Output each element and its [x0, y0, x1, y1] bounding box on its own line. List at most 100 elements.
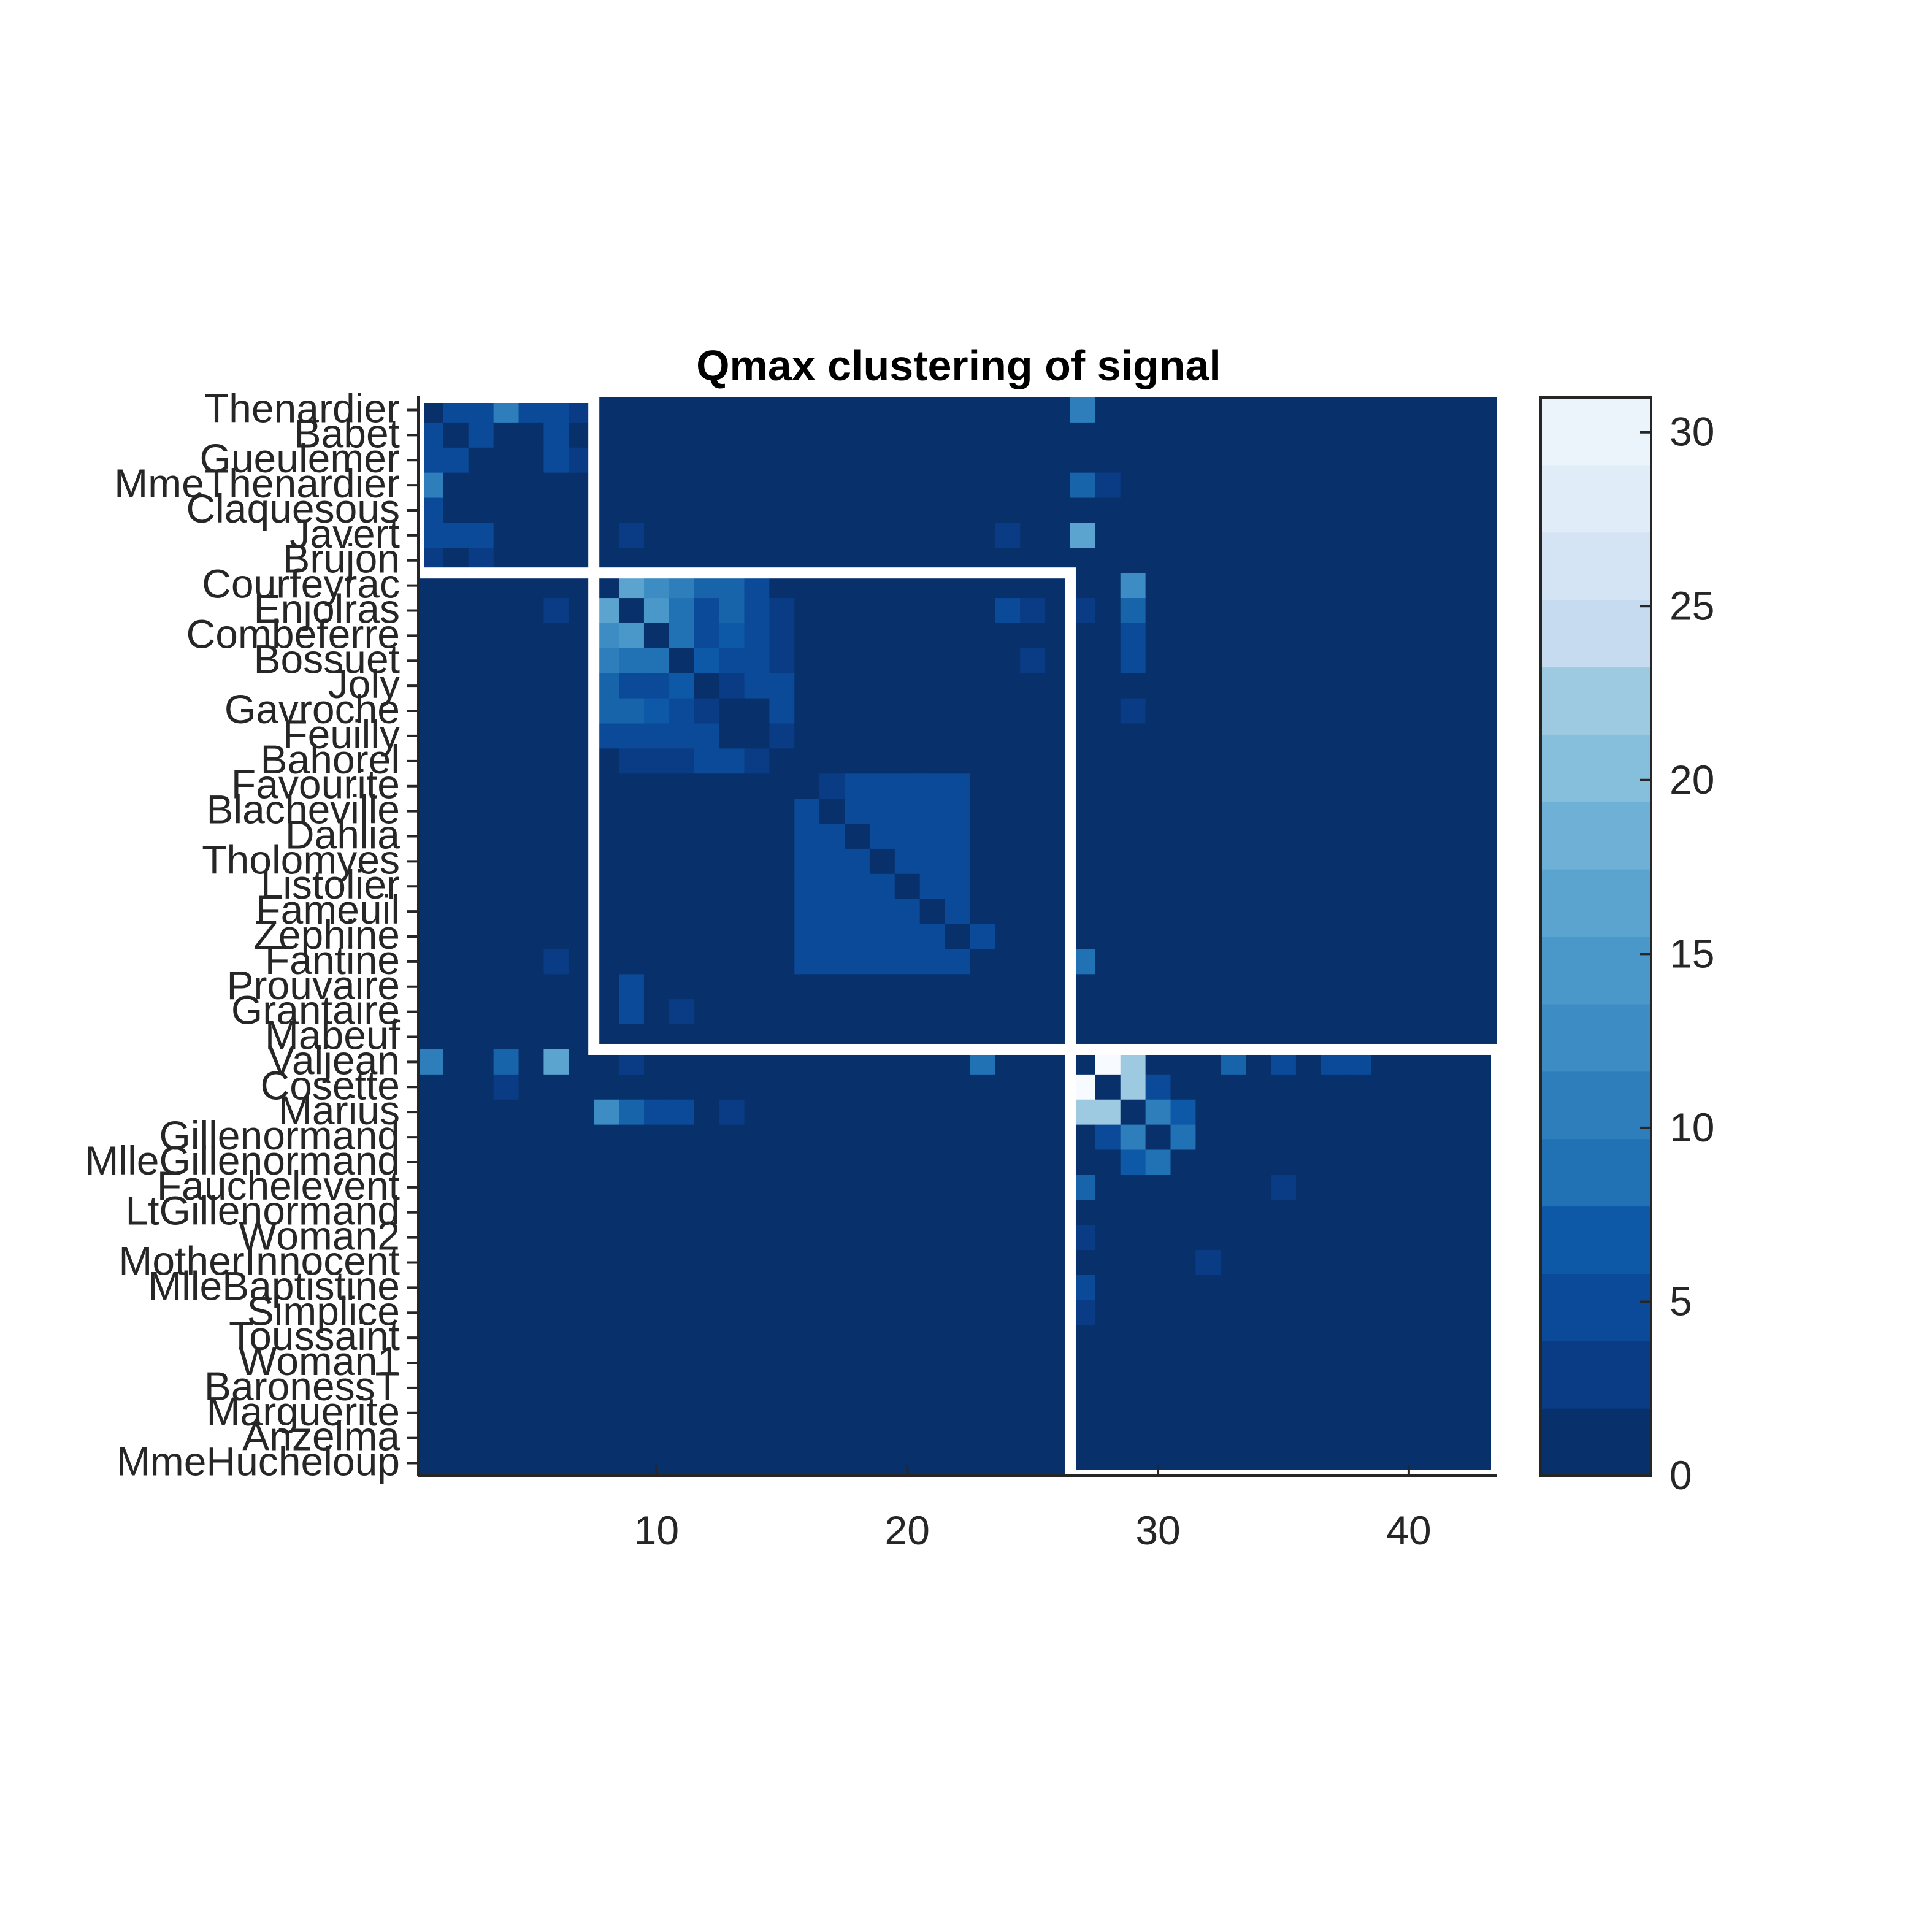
heatmap-cell: [1446, 1375, 1472, 1401]
heatmap-cell: [869, 447, 895, 473]
heatmap-cell: [1471, 949, 1497, 975]
heatmap-cell: [543, 1074, 569, 1100]
heatmap-cell: [1020, 1099, 1046, 1125]
heatmap-cell: [945, 824, 971, 849]
heatmap-cell: [518, 848, 545, 875]
heatmap-cell: [468, 1350, 494, 1376]
heatmap-cell: [1120, 1074, 1146, 1100]
heatmap-cell: [643, 648, 670, 674]
heatmap-cell: [493, 873, 519, 900]
heatmap-cell: [643, 523, 670, 548]
heatmap-cell: [744, 824, 770, 849]
heatmap-cell: [1346, 1200, 1372, 1225]
heatmap-cell: [1221, 648, 1246, 674]
heatmap-cell: [719, 1425, 745, 1451]
heatmap-cell: [1145, 799, 1171, 824]
heatmap-cell: [443, 748, 469, 774]
heatmap-cell: [1246, 1375, 1271, 1401]
heatmap-cell: [970, 447, 995, 473]
heatmap-cell: [1120, 999, 1146, 1025]
heatmap-cell: [543, 824, 569, 849]
heatmap-cell: [694, 974, 720, 1000]
heatmap-cell: [1145, 1124, 1171, 1151]
heatmap-cell: [493, 1200, 519, 1225]
heatmap-cell: [1371, 748, 1397, 774]
heatmap-cell: [669, 1375, 695, 1401]
heatmap-cell: [468, 623, 494, 649]
heatmap-cell: [493, 447, 519, 473]
heatmap-cell: [1471, 397, 1497, 423]
heatmap-cell: [443, 497, 469, 524]
heatmap-cell: [945, 873, 971, 900]
heatmap-cell: [619, 497, 645, 524]
heatmap-cell: [1371, 1300, 1397, 1326]
heatmap-cell: [894, 1275, 921, 1301]
heatmap-cell: [1120, 1375, 1146, 1401]
heatmap-cell: [1170, 1425, 1196, 1451]
heatmap-cell: [418, 673, 444, 699]
heatmap-cell: [1246, 548, 1271, 573]
heatmap-cell: [995, 1350, 1021, 1376]
heatmap-cell: [1221, 1225, 1246, 1251]
heatmap-cell: [1246, 472, 1271, 499]
heatmap-cell: [794, 623, 820, 649]
heatmap-cell: [1195, 447, 1221, 473]
heatmap-cell: [418, 1250, 444, 1276]
heatmap-cell: [1246, 1124, 1271, 1151]
heatmap-cell: [1371, 924, 1397, 950]
heatmap-cell: [1446, 824, 1472, 849]
heatmap-cell: [744, 698, 770, 724]
heatmap-cell: [1295, 1099, 1322, 1125]
heatmap-cell: [468, 748, 494, 774]
heatmap-cell: [819, 1300, 845, 1326]
heatmap-cell: [443, 648, 469, 674]
heatmap-cell: [845, 1149, 870, 1175]
heatmap-cell: [970, 472, 995, 499]
heatmap-cell: [1020, 1149, 1046, 1175]
y-tick-label: Anzelma: [242, 1414, 400, 1459]
heatmap-cell: [1120, 924, 1146, 950]
heatmap-cell: [694, 673, 720, 699]
heatmap-cell: [594, 1200, 619, 1225]
heatmap-cell: [643, 1124, 670, 1151]
heatmap-cell: [845, 598, 870, 624]
heatmap-cell: [594, 1175, 619, 1200]
heatmap-cell: [1295, 472, 1322, 499]
heatmap-cell: [970, 1275, 995, 1301]
heatmap-cell: [669, 1149, 695, 1175]
heatmap-cell: [518, 1300, 545, 1326]
heatmap-cell: [1271, 1124, 1297, 1151]
heatmap-cell: [1371, 1400, 1397, 1426]
heatmap-cell: [468, 1200, 494, 1225]
heatmap-cell: [919, 1375, 946, 1401]
heatmap-cell: [894, 999, 921, 1025]
heatmap-cell: [1295, 1325, 1322, 1351]
heatmap-cell: [845, 1175, 870, 1200]
heatmap-cell: [694, 497, 720, 524]
heatmap-cell: [1246, 773, 1271, 799]
heatmap-cell: [845, 497, 870, 524]
heatmap-cell: [619, 472, 645, 499]
heatmap-cell: [1246, 523, 1271, 548]
heatmap-cell: [1145, 673, 1171, 699]
heatmap-cell: [1271, 773, 1297, 799]
heatmap-cell: [1321, 1350, 1347, 1376]
heatmap-cell: [1145, 1325, 1171, 1351]
heatmap-cell: [1145, 397, 1171, 423]
heatmap-cell: [1095, 924, 1121, 950]
heatmap-cell: [1271, 949, 1297, 975]
heatmap-cell: [1346, 824, 1372, 849]
heatmap-cell: [970, 824, 995, 849]
heatmap-cell: [694, 1225, 720, 1251]
heatmap-cell: [869, 397, 895, 423]
heatmap-cell: [619, 1225, 645, 1251]
heatmap-cell: [970, 924, 995, 950]
heatmap-cell: [694, 848, 720, 875]
heatmap-cell: [543, 1099, 569, 1125]
heatmap-cell: [518, 1049, 545, 1075]
heatmap-cell: [894, 523, 921, 548]
heatmap-cell: [1020, 397, 1046, 423]
heatmap-cell: [719, 422, 745, 448]
heatmap-cell: [1371, 523, 1397, 548]
heatmap-cell: [643, 848, 670, 875]
